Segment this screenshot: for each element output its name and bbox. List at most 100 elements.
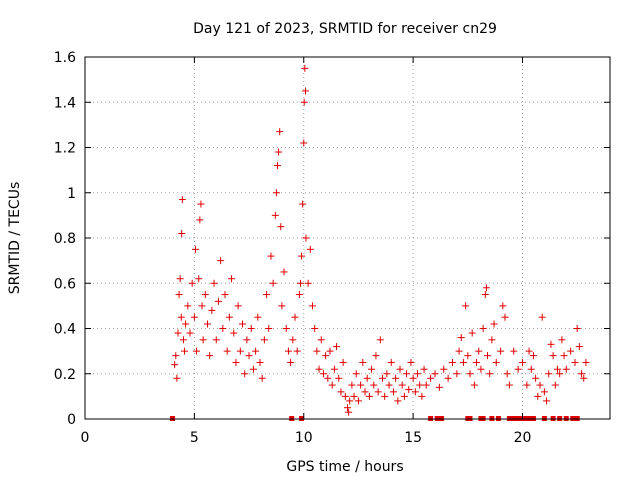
data-point <box>387 358 395 366</box>
y-tick-label: 1 <box>67 186 76 202</box>
plot-frame <box>84 56 611 420</box>
data-point <box>234 302 242 310</box>
data-point <box>575 343 583 351</box>
data-point <box>299 200 307 208</box>
chart-title: Day 121 of 2023, SRMTID for receiver cn2… <box>193 21 497 37</box>
data-point <box>403 370 411 378</box>
data-point <box>249 365 257 373</box>
data-point <box>368 365 376 373</box>
data-point <box>178 229 186 237</box>
data-point <box>311 325 319 332</box>
data-point <box>306 245 314 253</box>
data-point <box>470 381 478 389</box>
data-point <box>293 347 301 355</box>
data-point <box>291 313 299 321</box>
data-point <box>431 370 439 378</box>
data-point <box>481 291 489 299</box>
x-axis-label: GPS time / hours <box>286 459 403 475</box>
x-tick-label: 15 <box>404 430 422 446</box>
data-point <box>488 336 496 344</box>
data-point <box>199 336 207 344</box>
y-tick-label: 1.6 <box>54 50 76 66</box>
data-point <box>241 370 249 378</box>
data-point <box>484 352 491 360</box>
data-point <box>186 329 194 337</box>
data-point <box>505 381 513 389</box>
data-point <box>449 358 456 366</box>
data-point <box>571 358 579 366</box>
data-point <box>497 347 505 355</box>
y-tick-label: 0.2 <box>54 367 76 383</box>
x-tick-label: 20 <box>514 430 532 446</box>
data-point <box>228 275 236 283</box>
data-point <box>453 370 461 378</box>
data-point <box>341 392 349 400</box>
data-point <box>304 279 312 287</box>
data-point <box>464 352 472 360</box>
data-point <box>363 374 371 382</box>
data-point <box>582 358 590 366</box>
data-point <box>277 223 285 231</box>
data-point <box>477 365 485 373</box>
data-point <box>344 404 351 412</box>
data-point <box>193 347 201 355</box>
data-point <box>551 381 559 389</box>
data-point <box>462 302 470 310</box>
data-point <box>302 87 309 95</box>
data-point <box>475 347 483 355</box>
data-point <box>361 388 369 396</box>
data-point <box>296 279 304 287</box>
data-point <box>258 374 266 382</box>
data-point <box>411 388 419 396</box>
y-tick-label: 0 <box>67 412 76 428</box>
y-tick-label: 1.2 <box>54 141 76 157</box>
data-point <box>190 313 198 321</box>
data-point <box>385 381 393 389</box>
data-point <box>554 365 561 373</box>
data-point <box>534 392 542 400</box>
data-point <box>514 365 522 373</box>
data-point <box>328 381 336 389</box>
data-point <box>383 370 391 378</box>
x-tick-label: 10 <box>295 430 313 446</box>
data-point <box>540 388 548 396</box>
data-point <box>346 397 354 405</box>
data-point <box>381 392 389 400</box>
data-point <box>473 358 481 366</box>
data-point <box>256 358 264 366</box>
data-point <box>337 388 345 396</box>
data-point <box>486 370 494 378</box>
data-point <box>214 297 222 305</box>
data-point <box>275 148 283 156</box>
data-point <box>416 381 424 389</box>
data-point <box>578 370 586 378</box>
data-point <box>263 291 271 299</box>
data-point <box>309 302 316 310</box>
data-point <box>201 291 209 299</box>
data-point <box>208 306 216 314</box>
data-point <box>457 334 465 342</box>
data-point <box>482 284 490 292</box>
data-point <box>414 370 421 378</box>
y-axis-label: SRMTID / TECUs <box>7 182 23 295</box>
data-point <box>348 381 356 389</box>
data-point <box>298 252 306 260</box>
data-point <box>289 336 297 344</box>
data-point <box>400 392 408 400</box>
y-tick-label: 0.6 <box>54 276 76 292</box>
data-point <box>372 352 380 360</box>
data-point <box>335 374 343 382</box>
data-point <box>538 313 546 321</box>
data-point <box>282 325 290 332</box>
data-point <box>435 383 443 391</box>
data-point <box>278 302 286 310</box>
data-point <box>230 329 238 337</box>
data-point <box>302 234 310 242</box>
data-point <box>573 325 581 332</box>
data-point <box>212 336 220 344</box>
data-point <box>376 336 384 344</box>
data-point <box>260 336 268 344</box>
data-point <box>265 325 273 332</box>
data-point <box>232 358 240 366</box>
